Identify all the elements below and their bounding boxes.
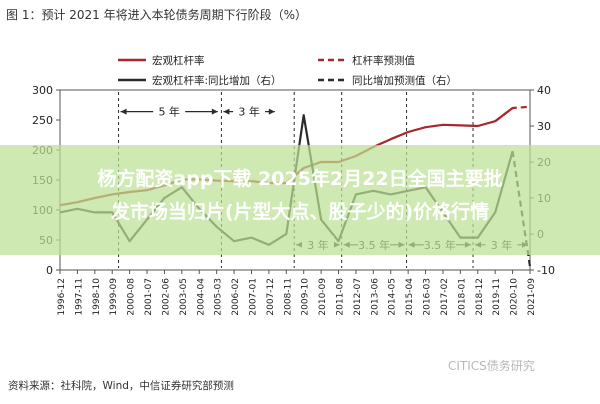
y-right-tick-label: -10	[537, 264, 555, 277]
x-tick-label: 2014-05	[388, 278, 398, 316]
x-tick-label: 2011-08	[336, 278, 346, 316]
x-tick-label: 2003-05	[179, 278, 189, 316]
x-tick-label: 2007-01	[248, 278, 258, 316]
x-tick-label: 2001-07	[144, 278, 154, 316]
x-tick-label: 2005-03	[214, 278, 224, 316]
overlay-line-1: 杨方配资app下载 2025年2月22日全国主要批	[97, 168, 503, 190]
cycle-arrow-left	[223, 108, 230, 115]
x-tick-label: 1998-10	[92, 278, 102, 316]
x-tick-label: 2008-11	[283, 278, 293, 316]
overlay-banner-text: 杨方配资app下载 2025年2月22日全国主要批 发市场当归片(片型大点、股子…	[0, 163, 600, 229]
series-line	[494, 105, 531, 123]
x-tick-label: 2018-12	[475, 278, 485, 316]
x-tick-label: 1997-11	[74, 278, 84, 316]
x-tick-label: 2016-03	[423, 278, 433, 316]
source-note: 资料来源：社科院，Wind，中信证券研究部预测	[8, 380, 234, 392]
legend-entry: 同比增加预测值（右）	[352, 74, 457, 87]
legend-entry: 宏观杠杆率	[152, 54, 205, 67]
y-right-tick-label: 30	[537, 120, 551, 133]
x-tick-label: 2015-04	[405, 278, 415, 316]
legend-entry: 宏观杠杆率:同比增加（右）	[152, 74, 282, 87]
x-tick-label: 2017-02	[440, 278, 450, 316]
y-left-tick-label: 300	[32, 84, 53, 97]
cycle-label-bg	[153, 102, 186, 119]
x-tick-label: 2018-01	[457, 278, 467, 316]
x-tick-label: 1999-09	[109, 278, 119, 316]
cycle-arrow-right	[268, 108, 275, 115]
cycle-arrow-left	[120, 108, 127, 115]
cycle-arrow-right	[211, 108, 218, 115]
x-tick-label: 2012-07	[353, 278, 363, 316]
x-tick-label: 1996-12	[57, 278, 67, 316]
overlay-banner	[0, 145, 600, 255]
legend-entry: 杠杆率预测值	[352, 54, 415, 67]
x-tick-label: 2004-04	[196, 278, 206, 316]
y-left-tick-label: 250	[32, 114, 53, 127]
watermark-text: CITICS债务研究	[448, 359, 535, 373]
x-tick-label: 2000-08	[127, 278, 137, 316]
x-tick-label: 2006-02	[231, 278, 241, 316]
y-right-tick-label: 40	[537, 84, 551, 97]
x-tick-label: 2020-10	[510, 278, 520, 316]
x-tick-label: 2009-10	[301, 278, 311, 316]
overlay-line-2: 发市场当归片(片型大点、股子少的)价格行情	[110, 201, 490, 223]
cycle-label: 5 年	[158, 105, 180, 119]
x-tick-label: 2007-12	[266, 278, 276, 316]
x-tick-label: 2019-11	[492, 278, 502, 316]
cycle-label-bg	[233, 102, 266, 119]
x-tick-label: 2021-09	[527, 278, 537, 316]
x-tick-label: 2010-09	[318, 278, 328, 316]
x-tick-label: 2013-06	[370, 278, 380, 316]
x-tick-label: 2002-06	[161, 278, 171, 316]
cycle-label: 3 年	[238, 105, 260, 119]
y-left-tick-label: 0	[46, 264, 53, 277]
figure-title: 图 1：预计 2021 年将进入本轮债务周期下行阶段（%）	[6, 8, 308, 22]
